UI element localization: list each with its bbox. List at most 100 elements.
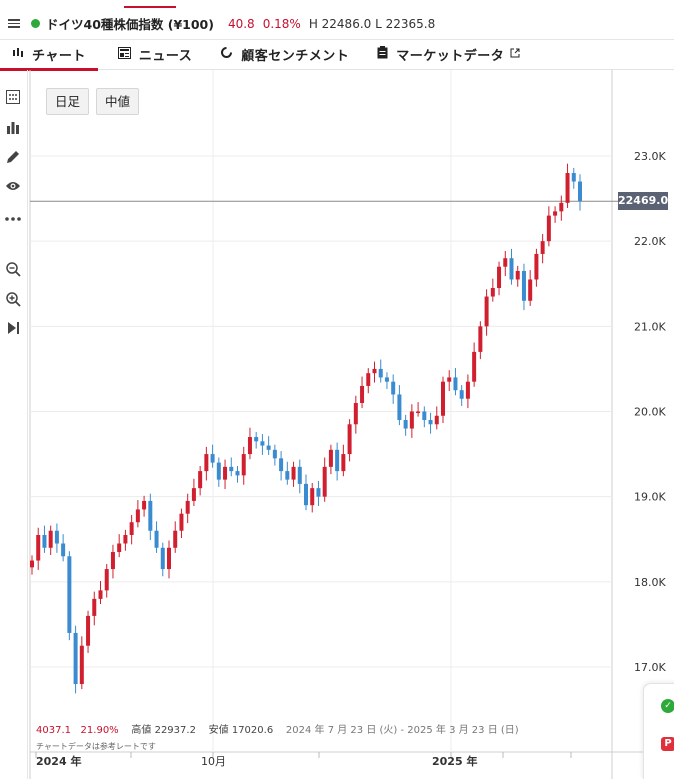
candle-body [48, 530, 53, 548]
range-change-percent: 21.90% [80, 725, 119, 736]
tab-market-data[interactable]: マーケットデータ [365, 40, 532, 70]
candle-body [110, 552, 115, 570]
instrument-name: ドイツ40種株価指数 (¥100) [46, 17, 214, 32]
play-forward-icon[interactable] [4, 321, 22, 339]
indicators-icon[interactable] [4, 90, 22, 108]
candle-body [73, 632, 78, 685]
candle-body [540, 241, 545, 254]
tab-sentiment-label: 顧客センチメント [241, 49, 350, 64]
candle-body [428, 420, 433, 425]
candle-body [571, 173, 576, 182]
candle-body [260, 441, 265, 446]
candle-body [341, 454, 346, 472]
check-icon[interactable]: ✓ [661, 699, 674, 713]
candle-body [291, 466, 296, 480]
candle-body [534, 253, 539, 280]
candle-body [67, 556, 72, 633]
y-tick-label: 21.0K [634, 320, 666, 333]
candle-body [266, 445, 271, 450]
market-open-icon [31, 19, 40, 28]
candle-body [304, 483, 308, 506]
instrument-header: ドイツ40種株価指数 (¥100) 40.8 0.18% H 22486.0 L… [0, 8, 674, 40]
candle-body [484, 296, 489, 327]
candle-body [372, 368, 377, 374]
candle-body [409, 411, 414, 429]
menu-icon[interactable] [8, 19, 20, 28]
candle-body [129, 522, 134, 535]
candle-body [521, 270, 526, 301]
candle-body [279, 458, 284, 472]
candle-body [86, 615, 91, 646]
candle-body [254, 437, 259, 442]
candle-body [441, 381, 445, 416]
tab-bar: チャート ニュース 顧客センチメント マーケットデータ [0, 40, 674, 71]
candle-body [229, 466, 234, 472]
candle-body [453, 377, 458, 391]
candle-body [347, 424, 352, 455]
zoom-out-icon[interactable] [4, 262, 22, 280]
bar-chart-icon[interactable] [4, 120, 22, 138]
candle-body [179, 513, 184, 531]
candle-body [185, 500, 190, 514]
candle-body [565, 173, 570, 203]
candle-body [167, 547, 171, 570]
candle-body [578, 181, 582, 202]
price-chart[interactable]: 17.0K 18.0K 19.0K 20.0K 21.0K 22.0K 23.0K 2024 … [0, 70, 674, 779]
candle-body [553, 211, 558, 216]
y-tick-label: 23.0K [634, 150, 666, 163]
candle-body [310, 488, 315, 506]
tab-sentiment[interactable]: 顧客センチメント [208, 40, 361, 70]
tab-news[interactable]: ニュース [106, 40, 204, 70]
candle-body [503, 258, 508, 267]
candle-body [210, 454, 215, 463]
candle-body [316, 488, 321, 497]
more-icon[interactable] [4, 210, 22, 228]
pencil-icon[interactable] [4, 150, 22, 168]
candle-body [61, 543, 66, 557]
candle-body [422, 411, 427, 421]
candle-body [528, 279, 533, 301]
x-tick-label: 2025 年 [432, 754, 477, 768]
zoom-in-icon[interactable] [4, 292, 22, 310]
candle-body [397, 394, 402, 421]
candle-body [434, 415, 439, 425]
candle-body [104, 569, 109, 591]
range-summary: 4037.1 21.90% 高値 22937.2 安値 17020.6 2024… [36, 721, 519, 736]
candle-body [223, 466, 228, 480]
candle-body [135, 509, 140, 523]
daily-button[interactable]: 日足 [46, 88, 90, 115]
candle-body [79, 645, 84, 685]
candle-body [173, 530, 178, 548]
candle-body [216, 462, 221, 480]
candle-body [191, 488, 196, 501]
candle-body [328, 449, 333, 467]
y-tick-label: 17.0K [634, 661, 666, 674]
candle-body [30, 560, 34, 568]
candle-body [198, 471, 203, 489]
eye-icon[interactable] [4, 180, 22, 198]
p-icon[interactable]: P [661, 737, 674, 751]
range-change: 4037.1 [36, 725, 71, 736]
external-link-icon[interactable] [510, 47, 520, 62]
candle-body [509, 258, 514, 280]
candle-body [447, 377, 452, 382]
candle-body [285, 471, 290, 480]
mid-price-button[interactable]: 中値 [96, 88, 140, 115]
tab-chart[interactable]: チャート [0, 40, 98, 71]
candle-body [366, 373, 371, 386]
candle-body [403, 420, 408, 429]
candle-body [322, 466, 327, 497]
tab-market-data-label: マーケットデータ [396, 49, 505, 64]
candle-body [360, 385, 365, 403]
y-tick-label: 18.0K [634, 576, 666, 589]
x-tick-label: 2024 年 [36, 754, 81, 768]
candle-body [247, 437, 252, 455]
candle-body [241, 454, 246, 476]
candle-body [142, 500, 147, 510]
price-change-percent: 0.18% [262, 16, 301, 31]
candle-body [335, 449, 340, 472]
candle-body [154, 530, 159, 548]
y-tick-label: 19.0K [634, 491, 666, 504]
sentiment-icon [220, 46, 233, 63]
candle-body [497, 266, 502, 289]
